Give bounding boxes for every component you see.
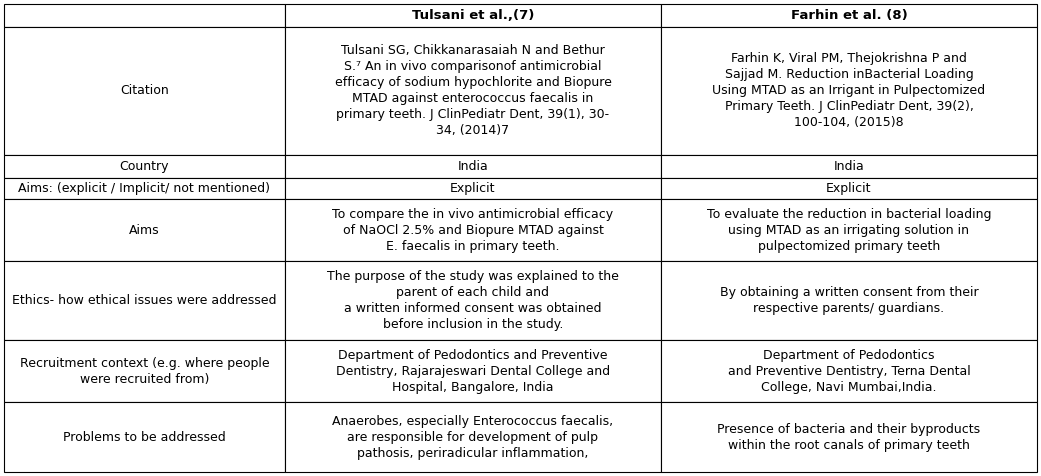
Text: Presence of bacteria and their byproducts
within the root canals of primary teet: Presence of bacteria and their byproduct… (717, 423, 981, 452)
Text: Country: Country (120, 160, 170, 173)
Bar (4, 155, 285, 178)
Text: Explicit: Explicit (827, 182, 871, 195)
Bar (661, 178, 1037, 199)
Bar (661, 27, 1037, 155)
Bar (285, 155, 661, 178)
Bar (4, 199, 285, 261)
Text: Problems to be addressed: Problems to be addressed (64, 431, 226, 444)
Bar (285, 261, 661, 340)
Text: Anaerobes, especially Enterococcus faecalis,
are responsible for development of : Anaerobes, especially Enterococcus faeca… (332, 415, 613, 460)
Bar (661, 155, 1037, 178)
Text: Department of Pedodontics and Preventive
Dentistry, Rajarajeswari Dental College: Department of Pedodontics and Preventive… (336, 348, 610, 394)
Text: India: India (458, 160, 488, 173)
Text: Farhin et al. (8): Farhin et al. (8) (790, 9, 908, 22)
Bar (661, 199, 1037, 261)
Text: Explicit: Explicit (450, 182, 496, 195)
Bar (285, 402, 661, 472)
Bar (4, 4, 285, 27)
Text: To compare the in vivo antimicrobial efficacy
of NaOCl 2.5% and Biopure MTAD aga: To compare the in vivo antimicrobial eff… (332, 208, 613, 253)
Bar (661, 261, 1037, 340)
Text: Recruitment context (e.g. where people
were recruited from): Recruitment context (e.g. where people w… (20, 357, 270, 386)
Text: Aims: Aims (129, 224, 160, 237)
Text: Tulsani SG, Chikkanarasaiah N and Bethur
S.⁷ An in vivo comparisonof antimicrobi: Tulsani SG, Chikkanarasaiah N and Bethur… (334, 44, 611, 138)
Bar (661, 340, 1037, 402)
Bar (661, 4, 1037, 27)
Text: By obtaining a written consent from their
respective parents/ guardians.: By obtaining a written consent from thei… (719, 286, 979, 315)
Text: Ethics- how ethical issues were addressed: Ethics- how ethical issues were addresse… (12, 294, 277, 307)
Text: To evaluate the reduction in bacterial loading
using MTAD as an irrigating solut: To evaluate the reduction in bacterial l… (707, 208, 991, 253)
Text: Aims: (explicit / Implicit/ not mentioned): Aims: (explicit / Implicit/ not mentione… (19, 182, 271, 195)
Bar (4, 178, 285, 199)
Text: India: India (834, 160, 864, 173)
Text: Farhin K, Viral PM, Thejokrishna P and
Sajjad M. Reduction inBacterial Loading
U: Farhin K, Viral PM, Thejokrishna P and S… (712, 52, 986, 129)
Bar (285, 27, 661, 155)
Text: The purpose of the study was explained to the
parent of each child and
a written: The purpose of the study was explained t… (327, 270, 619, 331)
Bar (285, 340, 661, 402)
Text: Department of Pedodontics
and Preventive Dentistry, Terna Dental
College, Navi M: Department of Pedodontics and Preventive… (728, 348, 970, 394)
Bar (4, 402, 285, 472)
Bar (661, 402, 1037, 472)
Bar (285, 178, 661, 199)
Text: Citation: Citation (120, 84, 169, 98)
Bar (4, 340, 285, 402)
Text: Tulsani et al.,(7): Tulsani et al.,(7) (412, 9, 534, 22)
Bar (285, 199, 661, 261)
Bar (4, 27, 285, 155)
Bar (4, 261, 285, 340)
Bar (285, 4, 661, 27)
